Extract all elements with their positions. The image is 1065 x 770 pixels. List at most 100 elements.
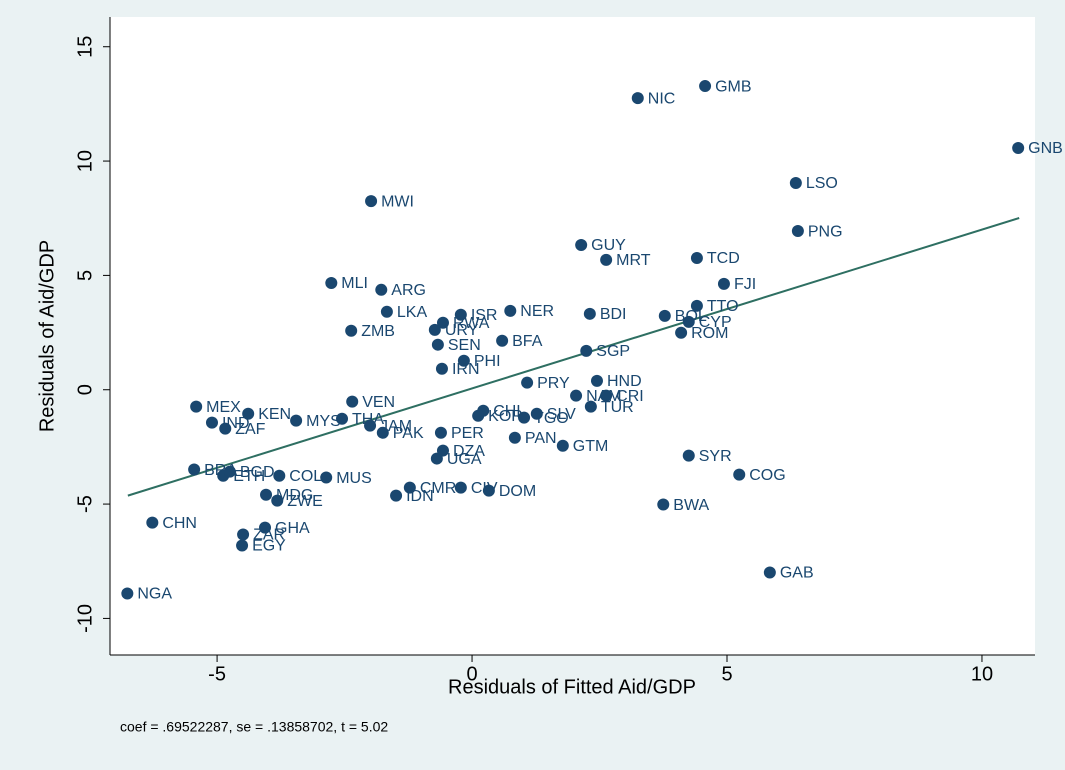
- point: [763, 566, 776, 579]
- y-tick-label: -10: [74, 604, 96, 633]
- point-label: NGA: [137, 586, 172, 603]
- point: [583, 307, 596, 320]
- x-tick-label: 5: [721, 663, 732, 685]
- point-label: ISR: [471, 307, 498, 324]
- point: [584, 400, 597, 413]
- point-label: BDI: [600, 306, 627, 323]
- x-tick-label: 10: [971, 663, 993, 685]
- point-label: MDG: [276, 487, 313, 504]
- point: [219, 422, 232, 435]
- point: [570, 389, 583, 402]
- point-label: ETH: [233, 468, 265, 485]
- point: [403, 481, 416, 494]
- point: [518, 411, 531, 424]
- point-label: ZWE: [287, 493, 323, 510]
- point: [237, 528, 250, 541]
- point-label: EGY: [252, 538, 286, 555]
- point-label: PNG: [808, 223, 843, 240]
- point-label: TTO: [707, 298, 739, 315]
- point-label: GHA: [275, 520, 310, 537]
- point: [260, 488, 273, 501]
- point: [436, 316, 449, 329]
- point-label: ZAR: [253, 527, 285, 544]
- point: [435, 362, 448, 375]
- point-label: PAK: [393, 425, 424, 442]
- y-tick-label: 15: [74, 36, 96, 58]
- point: [345, 324, 358, 337]
- point-label: DOM: [499, 483, 536, 500]
- point: [657, 498, 670, 511]
- y-tick-label: 0: [74, 384, 96, 395]
- point: [320, 471, 333, 484]
- point-label: IRN: [452, 361, 480, 378]
- point: [271, 494, 284, 507]
- point: [472, 409, 485, 422]
- point-label: KOR: [488, 408, 523, 425]
- point-label: VEN: [362, 394, 395, 411]
- point: [675, 326, 688, 339]
- point-label: ARG: [391, 282, 426, 299]
- point-label: DZA: [453, 443, 485, 460]
- point-label: TCD: [707, 250, 740, 267]
- point: [658, 309, 671, 322]
- point: [600, 389, 613, 402]
- point: [364, 419, 377, 432]
- point: [259, 521, 272, 534]
- point: [346, 395, 359, 408]
- point: [682, 315, 695, 328]
- point: [376, 426, 389, 439]
- point-label: RWA: [453, 315, 490, 332]
- point: [789, 177, 802, 190]
- point: [190, 400, 203, 413]
- point: [431, 338, 444, 351]
- point-label: ROM: [691, 325, 728, 342]
- point: [631, 92, 644, 105]
- point-label: URY: [445, 322, 479, 339]
- point: [365, 195, 378, 208]
- point-label: MYS: [306, 413, 341, 430]
- point: [590, 374, 603, 387]
- point-label: TUR: [601, 399, 634, 416]
- point-label: NIC: [648, 90, 676, 107]
- point-label: CHN: [162, 515, 197, 532]
- point: [521, 376, 534, 389]
- point: [375, 283, 388, 296]
- point: [336, 412, 349, 425]
- point-label: MWI: [381, 193, 414, 210]
- point-label: UGA: [447, 451, 482, 468]
- point-label: PAN: [525, 430, 557, 447]
- fit-line: [127, 217, 1020, 497]
- point: [236, 539, 249, 552]
- point: [146, 516, 159, 529]
- point: [273, 469, 286, 482]
- point: [121, 587, 134, 600]
- plot-area: [110, 17, 1035, 655]
- point-label: HND: [607, 373, 642, 390]
- point-label: MRT: [616, 252, 651, 269]
- point: [791, 225, 804, 238]
- point: [508, 431, 521, 444]
- point-label: LKA: [397, 304, 428, 321]
- point: [530, 407, 543, 420]
- y-axis-title: Residuals of Aid/GDP: [36, 240, 58, 432]
- point: [504, 304, 517, 317]
- point: [290, 414, 303, 427]
- point-label: BWA: [673, 497, 709, 514]
- point-label: PHI: [474, 353, 501, 370]
- point-label: CHL: [493, 403, 525, 420]
- point-label: BFA: [512, 333, 543, 350]
- point-label: SLV: [547, 406, 576, 423]
- point-label: SGP: [596, 343, 630, 360]
- point-label: BGD: [240, 464, 275, 481]
- point: [690, 299, 703, 312]
- point-label: LSO: [806, 175, 838, 192]
- point-label: SYR: [699, 448, 732, 465]
- point-label: PER: [451, 425, 484, 442]
- x-tick-label: -5: [208, 663, 226, 685]
- point: [380, 305, 393, 318]
- note: coef = .69522287, se = .13858702, t = 5.…: [120, 719, 388, 735]
- point-label: CYP: [699, 314, 732, 331]
- point: [575, 238, 588, 251]
- x-axis-title: Residuals of Fitted Aid/GDP: [448, 676, 696, 698]
- point-label: GMB: [715, 78, 751, 95]
